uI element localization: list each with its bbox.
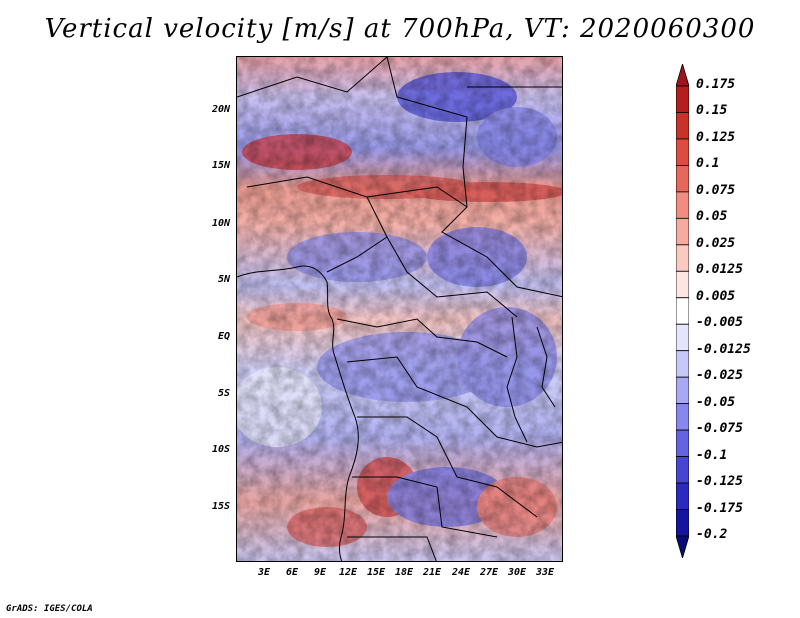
colorbar-swatch bbox=[676, 165, 689, 193]
lat-tick-label: 5N bbox=[217, 274, 230, 285]
colorbar-top-triangle bbox=[676, 64, 689, 87]
colorbar-tick-label: -0.05 bbox=[696, 394, 736, 410]
lon-tick-label: 3E bbox=[257, 567, 271, 578]
grads-credit: GrADS: IGES/COLA bbox=[6, 604, 93, 614]
colorbar-tick-label: -0.075 bbox=[696, 421, 743, 437]
lat-tick-label: 5S bbox=[217, 388, 230, 399]
colorbar-tick-label: 0.05 bbox=[696, 209, 728, 225]
colorbar-tick-label: 0.15 bbox=[696, 103, 728, 119]
colorbar-swatch bbox=[676, 270, 689, 299]
colorbar-tick-label: -0.005 bbox=[696, 315, 743, 331]
lat-tick-label: 15N bbox=[211, 160, 230, 171]
lat-tick-label: 10S bbox=[211, 444, 230, 455]
colorbar-swatch bbox=[676, 482, 689, 510]
colorbar-swatch bbox=[676, 112, 689, 140]
colorbar-swatch bbox=[676, 217, 689, 246]
colorbar-swatch bbox=[676, 191, 689, 219]
colorbar-tick-label: -0.2 bbox=[696, 527, 728, 542]
colorbar-swatch bbox=[676, 350, 689, 378]
colorbar-swatch bbox=[676, 403, 689, 431]
colorbar bbox=[676, 64, 689, 558]
lon-tick-label: 21E bbox=[422, 567, 442, 578]
colorbar-tick-label: 0.175 bbox=[696, 77, 736, 92]
map-plot-area bbox=[236, 56, 563, 562]
colorbar-swatch bbox=[676, 297, 689, 325]
colorbar-tick-label: 0.075 bbox=[696, 182, 736, 198]
lon-tick-label: 24E bbox=[451, 567, 471, 578]
colorbar-swatch bbox=[676, 85, 689, 113]
lon-tick-label: 33E bbox=[535, 567, 555, 578]
lon-tick-label: 30E bbox=[507, 567, 527, 578]
lon-tick-label: 9E bbox=[313, 567, 327, 578]
colorbar-tick-label: 0.025 bbox=[696, 235, 736, 251]
map-title: Vertical velocity [m/s] at 700hPa, VT: 2… bbox=[44, 14, 756, 44]
colorbar-tick-label: -0.025 bbox=[696, 368, 743, 384]
colorbar-tick-label: 0.0125 bbox=[696, 262, 743, 278]
colorbar-tick-label: -0.175 bbox=[696, 500, 743, 516]
lat-tick-label: EQ bbox=[217, 331, 230, 342]
vertical-velocity-field bbox=[237, 57, 562, 561]
colorbar-swatch bbox=[676, 429, 689, 457]
colorbar-swatch bbox=[676, 138, 689, 166]
colorbar-tick-label: 0.125 bbox=[696, 129, 736, 145]
colorbar-swatch bbox=[676, 244, 689, 272]
lon-tick-label: 27E bbox=[479, 567, 499, 578]
lon-tick-label: 18E bbox=[394, 567, 414, 578]
colorbar-tick-label: 0.1 bbox=[696, 156, 720, 172]
colorbar-tick-label: -0.1 bbox=[696, 447, 728, 463]
lon-tick-label: 12E bbox=[338, 567, 358, 578]
colorbar-swatch bbox=[676, 323, 689, 352]
lat-tick-label: 15S bbox=[211, 501, 230, 512]
colorbar-bottom-triangle bbox=[676, 535, 689, 558]
colorbar-swatch bbox=[676, 376, 689, 405]
colorbar-tick-label: -0.125 bbox=[696, 474, 743, 490]
colorbar-swatch bbox=[676, 456, 689, 484]
colorbar-tick-label: -0.0125 bbox=[696, 341, 751, 357]
colorbar-swatch bbox=[676, 509, 689, 537]
lon-tick-label: 15E bbox=[366, 567, 386, 578]
lat-tick-label: 20N bbox=[211, 104, 230, 115]
lon-tick-label: 6E bbox=[285, 567, 299, 578]
colorbar-tick-label: 0.005 bbox=[696, 288, 736, 304]
lat-tick-label: 10N bbox=[211, 218, 230, 229]
